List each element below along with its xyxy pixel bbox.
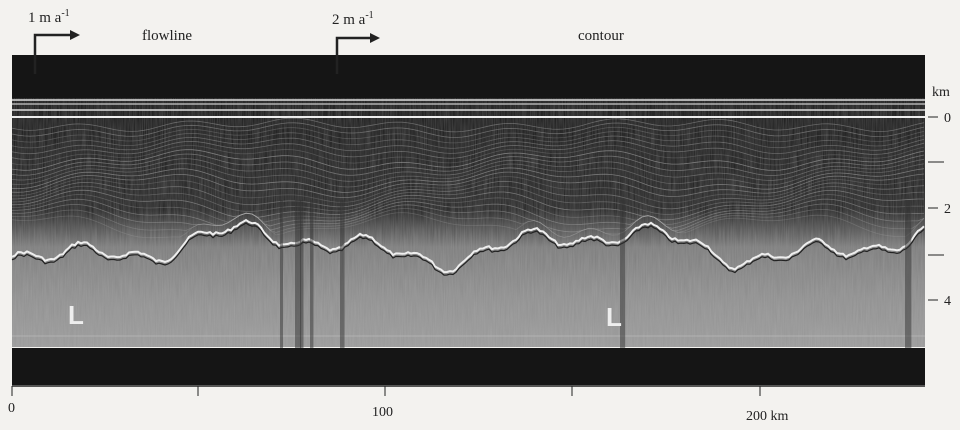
top-band: [12, 55, 925, 98]
streak: [280, 200, 284, 348]
radar-echogram: [11, 55, 925, 385]
internal-layer: [11, 171, 925, 198]
tick-label: 100: [372, 405, 393, 420]
internal-layer: [11, 145, 925, 166]
internal-layer: [11, 189, 924, 221]
annotation: contour: [578, 28, 624, 44]
internal-layer: [11, 167, 925, 193]
internal-layer: [11, 203, 925, 233]
bed-reflection-shadow: [11, 222, 925, 276]
streak: [300, 200, 304, 348]
tick-label: 200 km: [746, 409, 789, 424]
bottom-band: [12, 348, 925, 385]
annotation: 1 m a-1: [28, 8, 70, 26]
streak: [340, 200, 345, 348]
arrow-head: [70, 30, 80, 40]
internal-layer: [11, 140, 925, 160]
internal-layer: [11, 131, 925, 149]
arrow: [335, 36, 372, 74]
streak: [310, 200, 314, 348]
tick-label: 0: [8, 401, 15, 416]
internal-layer: [11, 158, 925, 182]
internal-layer: [11, 135, 925, 155]
internal-layer: [11, 198, 925, 229]
internal-layer: [11, 180, 925, 210]
internal-layer: [11, 208, 925, 238]
internal-layer: [11, 194, 925, 226]
arrow: [33, 33, 72, 74]
bed-reflection: [11, 218, 925, 274]
streak: [905, 200, 912, 348]
annotation-superscript: -1: [61, 8, 69, 19]
tick-label: 2: [944, 202, 951, 217]
annotation: 2 m a-1: [332, 10, 374, 28]
internal-layer: [11, 149, 925, 171]
internal-layer: [11, 122, 925, 138]
annotation-text: 2 m a: [332, 12, 366, 28]
axis-unit: km: [932, 85, 950, 100]
marker-label: L: [68, 300, 84, 330]
tick-label: 4: [944, 294, 951, 309]
internal-layer: [11, 212, 925, 239]
internal-layer: [11, 126, 925, 144]
marker-label: L: [606, 302, 622, 332]
annotation-superscript: -1: [365, 10, 373, 21]
streak: [295, 200, 302, 348]
echogram-noise: [12, 97, 925, 347]
tick-label: 0: [944, 111, 951, 126]
annotation: flowline: [142, 28, 192, 44]
internal-layer: [11, 163, 925, 188]
internal-layer: [11, 153, 925, 176]
internal-layer: [11, 185, 925, 215]
internal-layer: [12, 176, 925, 204]
streak: [620, 200, 626, 348]
internal-layer: [11, 117, 925, 133]
arrow-head: [370, 33, 380, 43]
annotation-text: 1 m a: [28, 10, 62, 26]
